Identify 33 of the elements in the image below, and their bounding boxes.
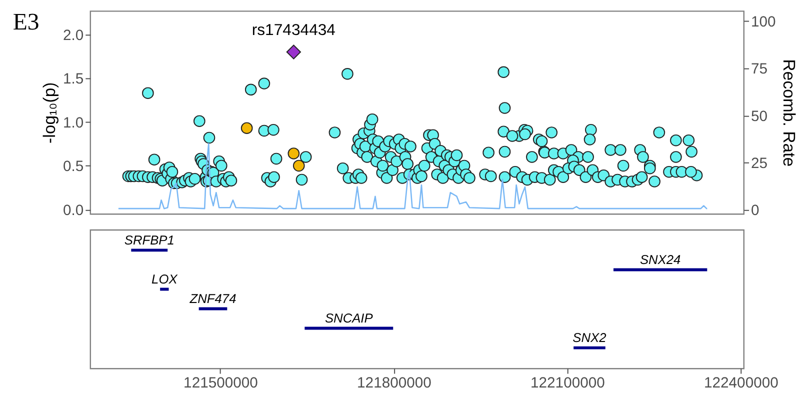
y-tick-label: 2.0 xyxy=(63,28,84,44)
x-tick-label: 121500000 xyxy=(184,376,258,392)
y-tick-label: 1.0 xyxy=(63,115,84,132)
category-label: ZNF474 xyxy=(190,290,236,306)
bar xyxy=(304,326,394,330)
point xyxy=(292,160,305,172)
y2-tick-label: 0 xyxy=(751,202,760,219)
bar xyxy=(131,248,168,252)
y2-tick-label: 75 xyxy=(751,62,768,78)
y-tick-label: 0.5 xyxy=(63,159,84,176)
category-label: SNX2 xyxy=(572,330,606,345)
x-tick-label: 122100000 xyxy=(530,376,605,392)
text: E3 xyxy=(12,10,40,36)
category-label: SNCAIP xyxy=(324,310,373,326)
point xyxy=(288,148,300,160)
bar xyxy=(574,346,606,350)
bar xyxy=(613,268,708,272)
y2-tick-label: 100 xyxy=(751,14,776,31)
y2-tick-label: 25 xyxy=(751,156,768,172)
y-tick-label: 0.0 xyxy=(63,202,84,219)
y-axis-title: -log₁₀(p) xyxy=(40,82,60,144)
x-tick-label: 122400000 xyxy=(704,376,778,392)
point xyxy=(240,122,253,134)
point xyxy=(286,44,301,60)
category-label: SNX24 xyxy=(640,252,681,267)
category-label: LOX xyxy=(152,271,178,286)
category-label: SRFBP1 xyxy=(124,232,174,248)
bar xyxy=(198,307,228,310)
y2-tick-label: 50 xyxy=(751,108,768,125)
y2-axis-title: Recomb. Rate xyxy=(780,59,799,167)
y-tick-label: 1.5 xyxy=(63,72,84,88)
x-tick-label: 121800000 xyxy=(357,376,432,392)
annotation: rs17434434 xyxy=(252,22,336,40)
